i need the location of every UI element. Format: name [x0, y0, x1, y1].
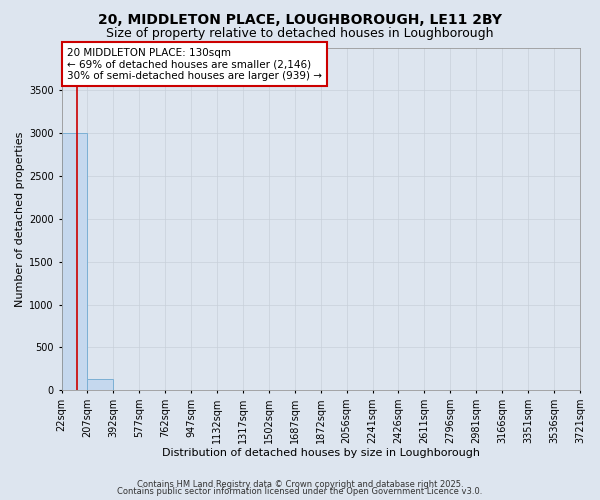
Text: Contains public sector information licensed under the Open Government Licence v3: Contains public sector information licen… — [118, 487, 482, 496]
Text: Contains HM Land Registry data © Crown copyright and database right 2025.: Contains HM Land Registry data © Crown c… — [137, 480, 463, 489]
Bar — [62, 133, 88, 390]
Text: Size of property relative to detached houses in Loughborough: Size of property relative to detached ho… — [106, 28, 494, 40]
X-axis label: Distribution of detached houses by size in Loughborough: Distribution of detached houses by size … — [162, 448, 480, 458]
Text: 20 MIDDLETON PLACE: 130sqm
← 69% of detached houses are smaller (2,146)
30% of s: 20 MIDDLETON PLACE: 130sqm ← 69% of deta… — [67, 48, 322, 80]
Y-axis label: Number of detached properties: Number of detached properties — [15, 131, 25, 306]
Bar — [88, 379, 113, 390]
Text: 20, MIDDLETON PLACE, LOUGHBOROUGH, LE11 2BY: 20, MIDDLETON PLACE, LOUGHBOROUGH, LE11 … — [98, 12, 502, 26]
